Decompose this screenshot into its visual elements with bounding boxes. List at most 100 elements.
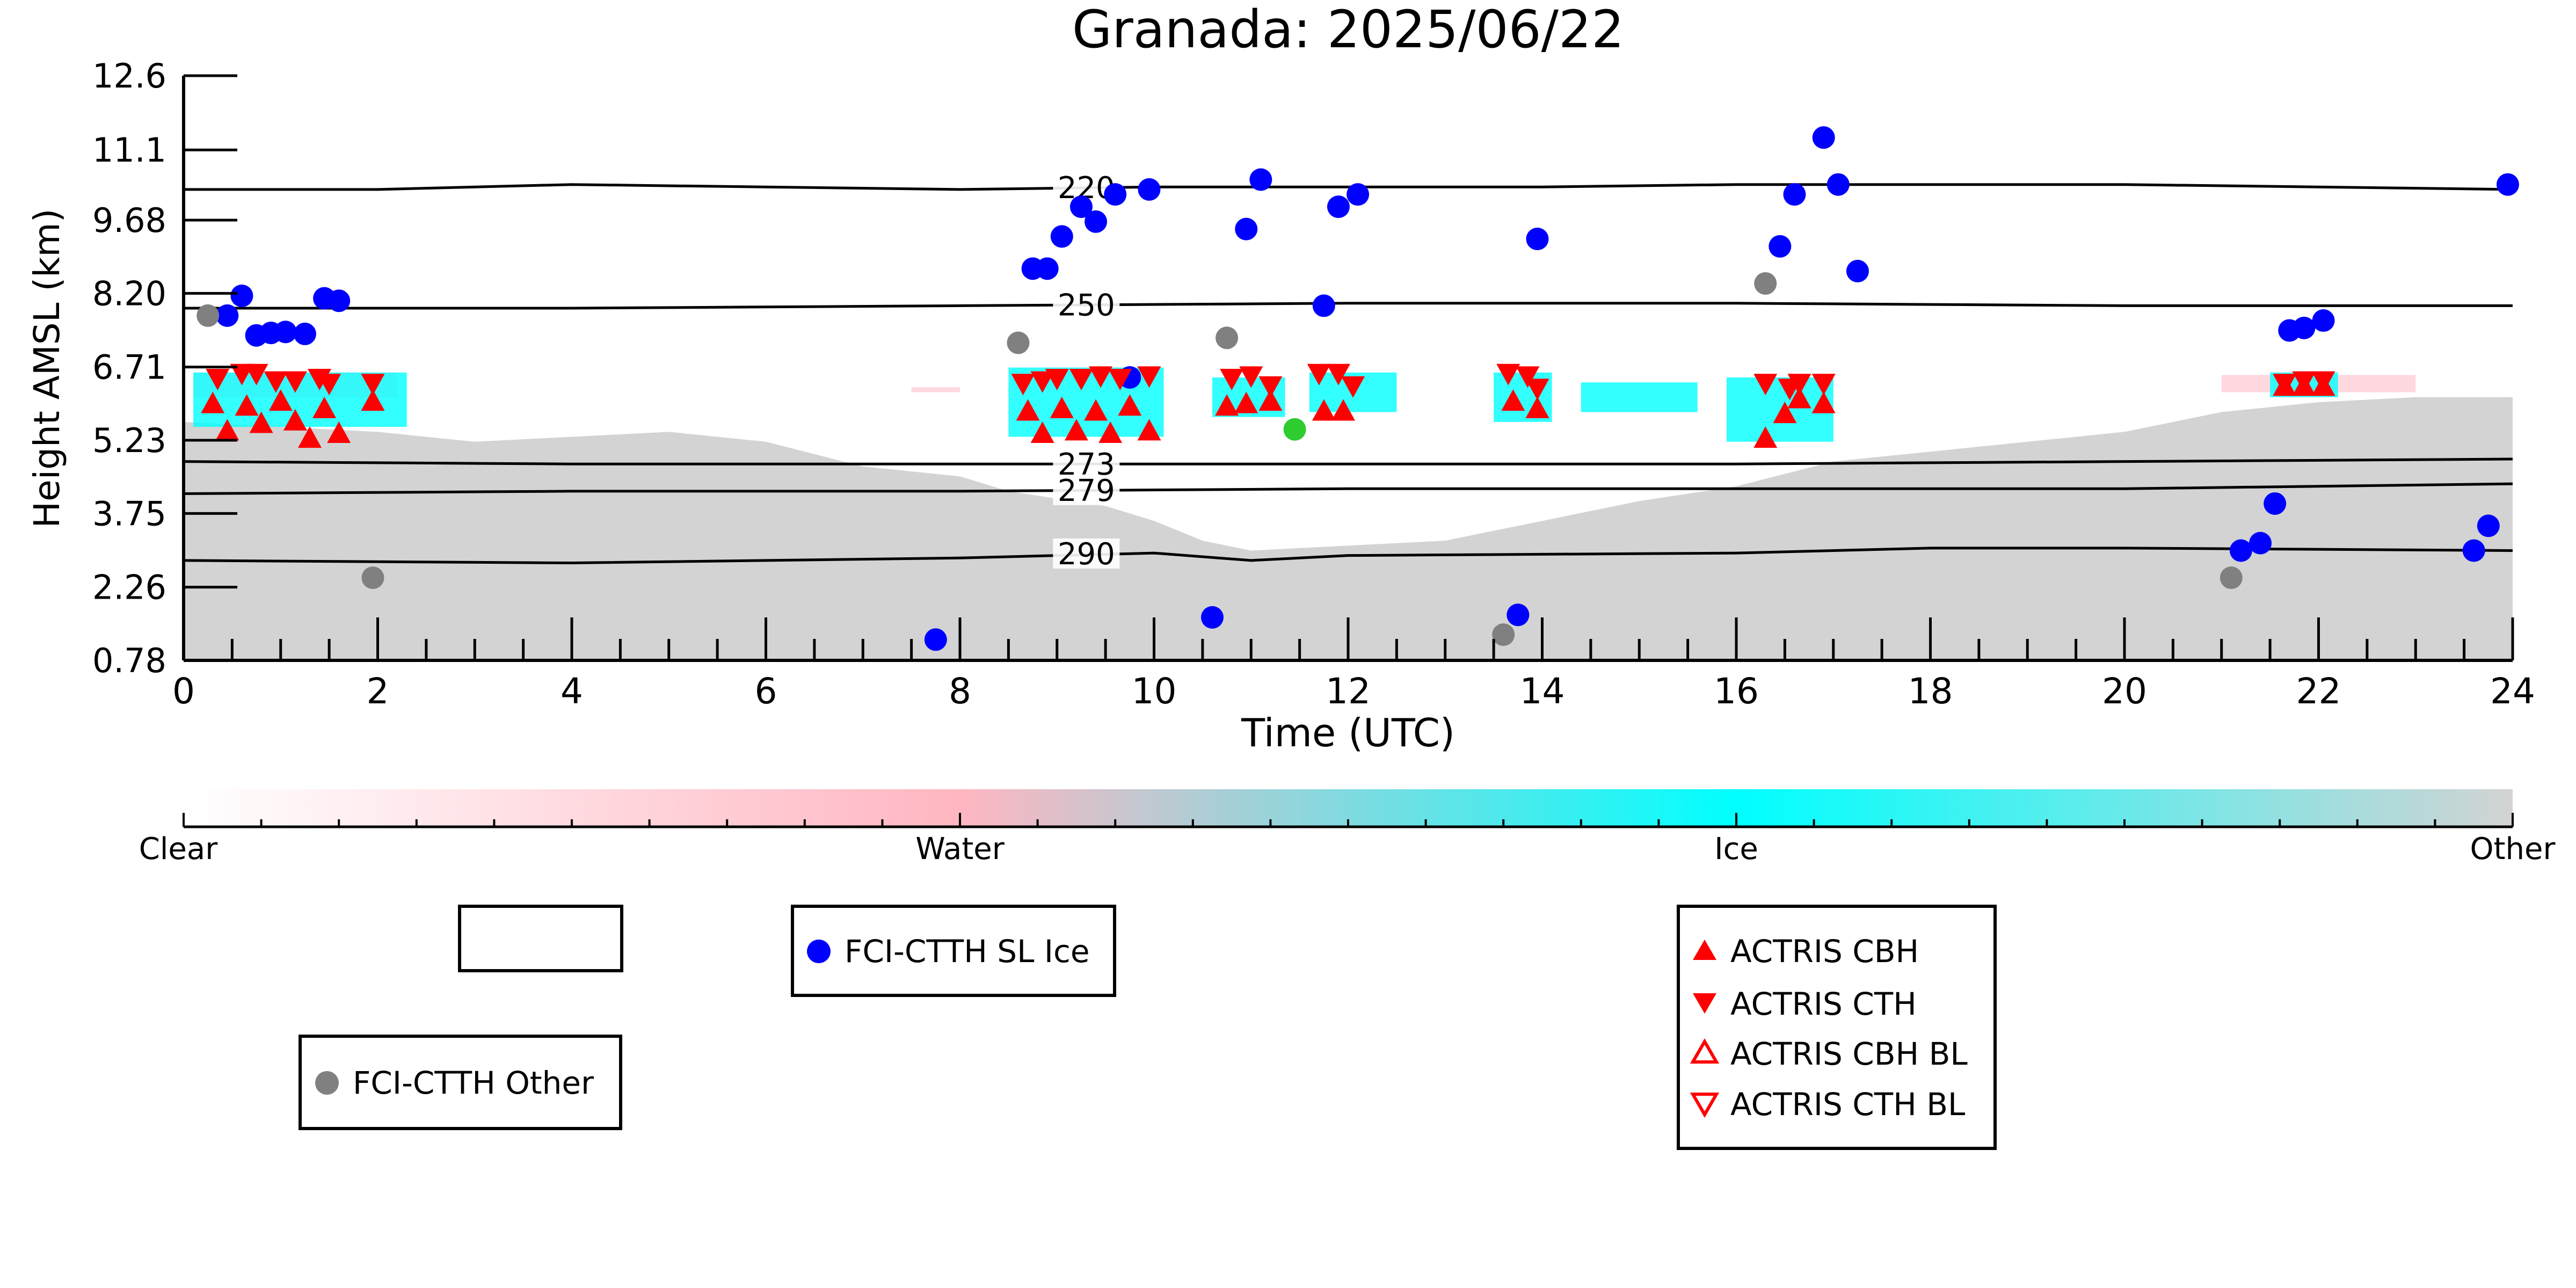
data-point-triangle-down (1753, 374, 1778, 396)
x-tick-label: 2 (367, 671, 389, 712)
water-cloud-region (911, 387, 960, 392)
data-point-triangle-down (244, 363, 268, 385)
data-point-triangle-down (1258, 376, 1283, 398)
data-point-triangle-up (235, 394, 259, 416)
ice-cloud-region (1581, 382, 1698, 412)
data-point-circle (924, 628, 947, 651)
data-point-triangle-up (215, 419, 239, 441)
data-point-triangle-up (361, 389, 385, 411)
isotherm-279 (184, 482, 2513, 496)
legend-label: ACTRIS CBH BL (1730, 1036, 1968, 1072)
legend-marker-triangle-up-open (1690, 1038, 1720, 1064)
isotherm-label-bg (1053, 289, 1120, 320)
data-point-circle (1200, 606, 1224, 629)
colorbar-label-clear: Clear (139, 832, 218, 867)
legend-label: ACTRIS CBH (1730, 933, 1919, 970)
data-point-triangle-down (1811, 374, 1836, 396)
data-point-triangle-up (297, 426, 322, 448)
data-point-triangle-up (1331, 399, 1355, 421)
data-point-circle (1007, 331, 1030, 354)
y-tick-label: 3.75 (92, 494, 166, 533)
data-point-triangle-down (361, 374, 385, 396)
data-point-circle (1235, 217, 1258, 241)
data-point-triangle-up (249, 411, 273, 433)
data-point-triangle-down (283, 371, 307, 393)
y-tick-label: 11.1 (92, 130, 166, 170)
x-tick-label: 4 (561, 671, 583, 712)
colorbar-ticks (183, 813, 2514, 827)
x-tick-label: 8 (949, 671, 971, 712)
data-point-triangle-down (1137, 366, 1161, 388)
data-point-triangle-up (1258, 389, 1283, 411)
data-point-triangle-down (1341, 376, 1365, 398)
data-point-circle (2462, 539, 2485, 562)
data-point-triangle-down (2311, 371, 2335, 393)
data-point-triangle-down (1108, 369, 1132, 391)
y-tick-label: 2.26 (92, 568, 166, 607)
data-point-circle (1827, 173, 1850, 196)
data-point-circle (1283, 418, 1306, 441)
y-tick-label: 5.23 (92, 421, 166, 460)
data-point-circle (1846, 259, 1869, 282)
legend-marker-blue-circle (807, 940, 831, 963)
data-point-triangle-down (1220, 369, 1244, 391)
data-point-triangle-up (201, 391, 225, 413)
data-point-triangle-down (1516, 366, 1540, 388)
data-point-triangle-up (312, 396, 337, 418)
data-point-triangle-up (1118, 394, 1142, 416)
y-tick-label: 12.6 (92, 56, 166, 96)
isotherm-273 (184, 457, 2513, 465)
colorbar-label-other: Other (2470, 832, 2556, 867)
isotherm-label: 290 (1058, 537, 1115, 572)
data-point-triangle-down (206, 369, 230, 391)
isotherm-250 (184, 302, 2513, 310)
legend-fci-sl-ice: FCI-CTTH SL Ice (791, 905, 1116, 997)
data-point-triangle-down (1496, 363, 1520, 385)
data-point-circle (2312, 309, 2335, 332)
x-tick-label: 6 (755, 671, 777, 712)
legend-marker-gray-circle (315, 1071, 339, 1095)
data-point-circle (1492, 623, 1515, 646)
x-tick-label: 24 (2490, 671, 2535, 712)
data-point-circle (216, 304, 239, 327)
data-point-triangle-down (2292, 371, 2316, 393)
y-tick-label: 8.20 (92, 274, 166, 313)
isotherm-220 (184, 183, 2513, 191)
data-point-circle (2229, 539, 2252, 562)
data-point-circle (230, 284, 253, 307)
data-point-triangle-down (1525, 379, 1549, 401)
x-tick-label: 14 (1520, 671, 1565, 712)
legend-label: ACTRIS CTH (1730, 986, 1917, 1022)
data-point-triangle-down (264, 371, 288, 393)
data-point-circle (1312, 294, 1335, 317)
chart-title: Granada: 2025/06/22 (1072, 0, 1624, 60)
data-point-triangle-up (1215, 394, 1239, 416)
x-axis-label: Time (UTC) (1241, 710, 1455, 755)
data-point-triangle-up (1064, 419, 1088, 441)
data-marks (197, 126, 2519, 651)
data-point-circle (1754, 272, 1777, 295)
data-point-circle (2293, 316, 2316, 339)
x-tick-label: 22 (2296, 671, 2341, 712)
data-point-triangle-down (1239, 366, 1263, 388)
data-point-circle (1050, 225, 1073, 248)
y-axis-label: Height AMSL (km) (26, 209, 68, 528)
isotherm-label-bg (1053, 449, 1120, 479)
data-point-triangle-up (1773, 402, 1797, 424)
data-point-circle (1327, 195, 1350, 219)
y-tick-label: 0.78 (92, 641, 166, 680)
data-point-triangle-up (1501, 389, 1525, 411)
data-point-circle (1347, 183, 1370, 206)
legend-actris: ACTRIS CBH ACTRIS CTH ACTRIS CBH BL ACTR… (1677, 905, 1997, 1150)
legend-marker-triangle-down-open (1690, 1093, 1720, 1118)
data-point-triangle-down (1030, 371, 1054, 393)
data-point-triangle-up (1030, 421, 1054, 443)
legend-box (299, 1035, 622, 1130)
colorbar-label-ice: Ice (1714, 832, 1758, 867)
data-point-circle (1085, 210, 1108, 233)
data-point-triangle-up (1525, 396, 1549, 418)
data-point-circle (2477, 514, 2500, 537)
x-tick-label: 16 (1714, 671, 1759, 712)
